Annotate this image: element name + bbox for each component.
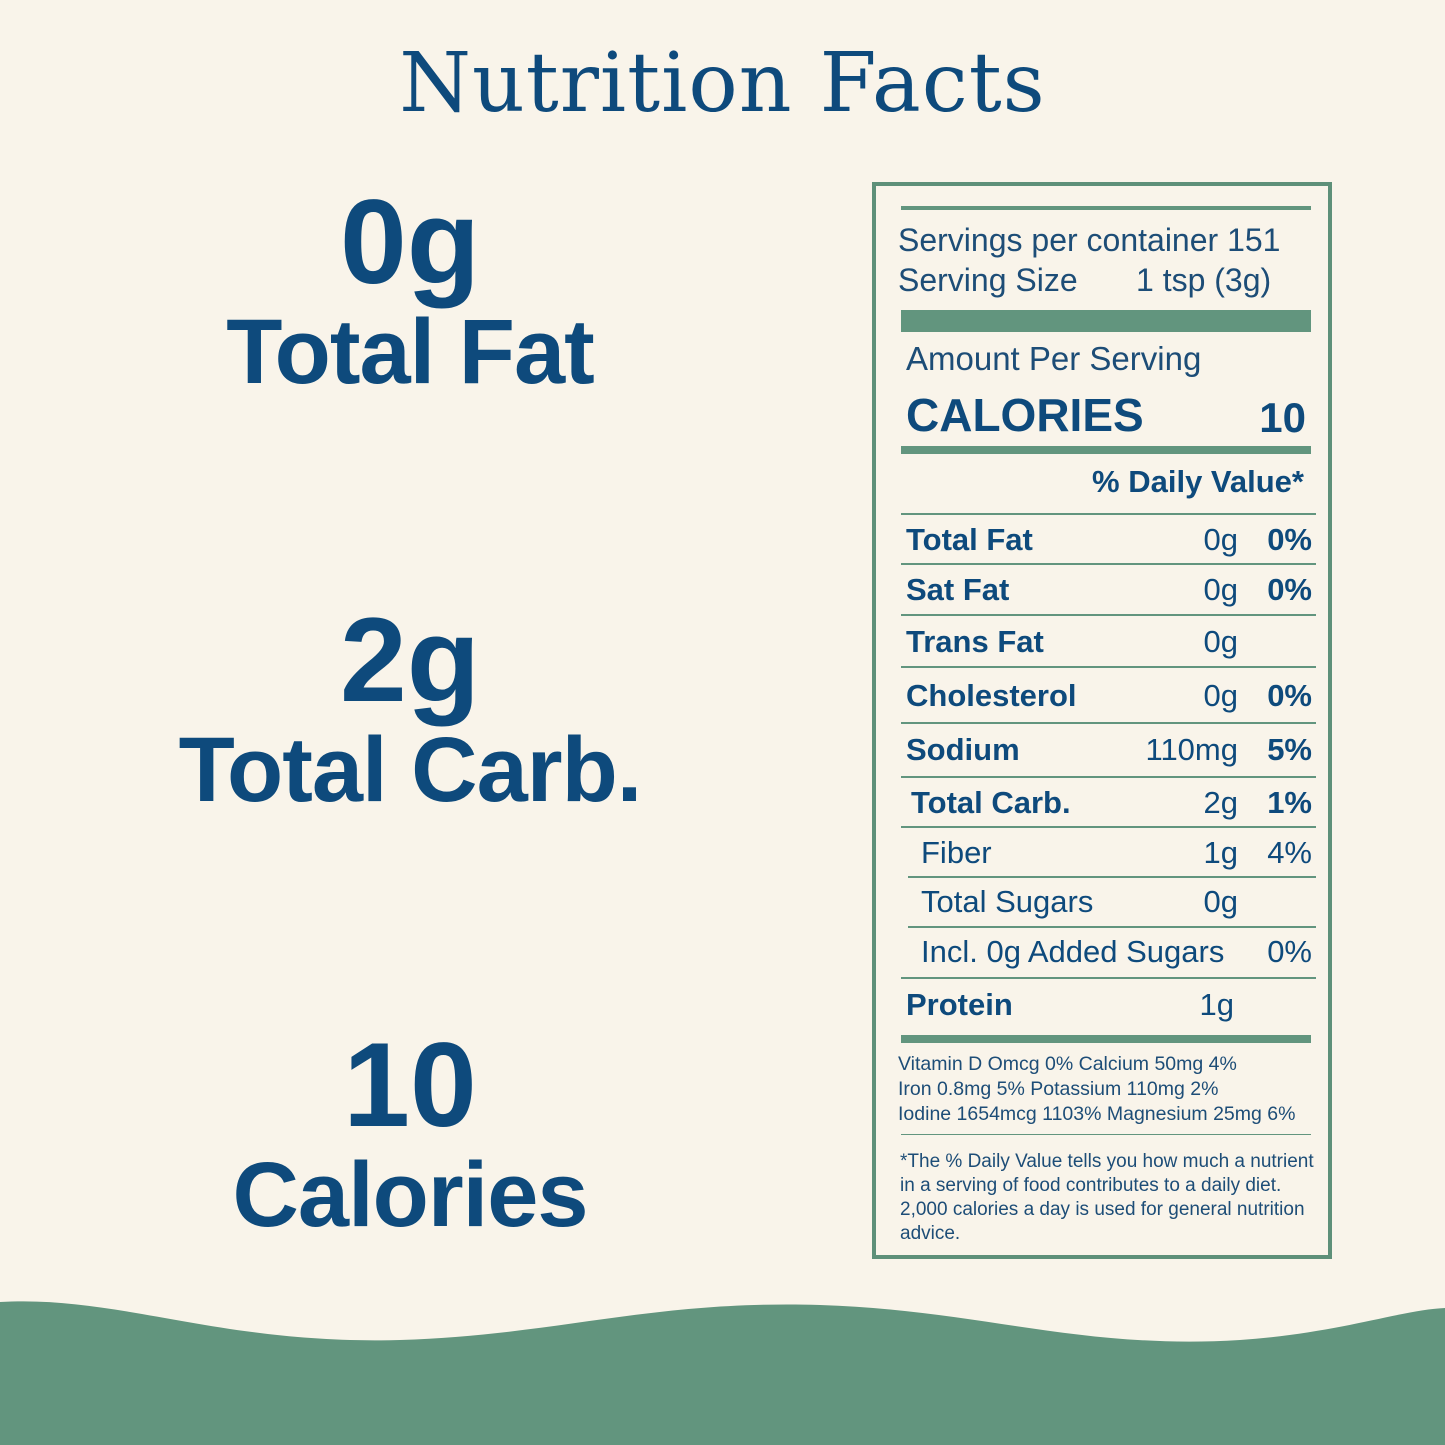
nutrient-dv: 4% — [1267, 835, 1312, 870]
highlight-calories: 10 Calories — [80, 1025, 740, 1245]
nutrient-row-cholesterol: Cholesterol 0g 0% — [901, 670, 1316, 720]
nutrient-row-protein: Protein 1g — [901, 979, 1316, 1029]
nutrient-name: Sat Fat — [906, 572, 1010, 607]
highlight-value: 10 — [343, 1018, 477, 1152]
nutrient-dv: 0% — [1267, 522, 1312, 557]
nutrient-row-total-carb: Total Carb. 2g 1% — [901, 777, 1316, 827]
nutrient-dv: 0% — [1267, 934, 1312, 969]
divider — [901, 513, 1316, 515]
highlight-total-carb: 2g Total Carb. — [80, 600, 740, 820]
divider — [901, 826, 1316, 828]
nutrient-row-sat-fat: Sat Fat 0g 0% — [901, 564, 1316, 614]
servings-per-container: Servings per container 151 — [898, 222, 1281, 258]
divider — [901, 776, 1316, 778]
nutrient-amount: 1g — [1199, 987, 1234, 1022]
divider — [901, 563, 1316, 565]
page-title: Nutrition Facts — [399, 36, 1046, 131]
nutrient-amount: 0g — [1203, 572, 1238, 607]
daily-value-header: % Daily Value* — [1092, 464, 1304, 499]
nutrient-dv: 5% — [1267, 732, 1312, 767]
nutrient-amount: 110mg — [1145, 732, 1239, 767]
decorative-wave — [0, 1301, 1445, 1445]
nutrient-name: Trans Fat — [906, 624, 1044, 659]
divider — [901, 722, 1316, 724]
vitamins-line-1: Vitamin D Omcg 0% Calcium 50mg 4% — [898, 1053, 1237, 1075]
nutrient-name: Total Fat — [906, 522, 1033, 557]
nutrient-name: Fiber — [921, 835, 992, 870]
nutrient-dv: 0% — [1267, 678, 1312, 713]
nutrient-name: Sodium — [906, 732, 1020, 767]
divider — [901, 1134, 1311, 1135]
nutrient-dv: 1% — [1267, 785, 1312, 820]
serving-size-label: Serving Size — [898, 262, 1078, 298]
nutrient-row-trans-fat: Trans Fat 0g — [901, 616, 1316, 666]
nutrient-name: Total Sugars — [921, 884, 1094, 919]
vitamins-line-2: Iron 0.8mg 5% Potassium 110mg 2% — [898, 1078, 1219, 1100]
nutrient-amount: 1g — [1203, 835, 1238, 870]
highlight-label: Total Fat — [226, 301, 595, 403]
nutrient-name: Protein — [906, 987, 1013, 1022]
amount-per-serving: Amount Per Serving — [906, 340, 1202, 377]
highlight-label: Total Carb. — [178, 719, 643, 821]
calories-value: 10 — [1259, 394, 1306, 441]
thick-divider — [901, 310, 1311, 332]
nutrition-label: Servings per container 151 Serving Size … — [872, 182, 1332, 1259]
medium-divider — [901, 446, 1311, 454]
divider — [901, 977, 1316, 979]
nutrient-row-sodium: Sodium 110mg 5% — [901, 724, 1316, 774]
highlight-label: Calories — [232, 1144, 588, 1246]
nutrient-name: Cholesterol — [906, 678, 1077, 713]
nutrient-dv: 0% — [1267, 572, 1312, 607]
daily-value-footnote: *The % Daily Value tells you how much a … — [900, 1151, 1314, 1244]
divider — [901, 666, 1316, 668]
nutrient-amount: 0g — [1203, 884, 1238, 919]
medium-divider — [901, 1035, 1311, 1043]
nutrient-name: Incl. 0g Added Sugars — [921, 934, 1225, 969]
highlight-value: 0g — [339, 175, 481, 309]
nutrient-amount: 0g — [1203, 522, 1238, 557]
vitamins-line-3: Iodine 1654mcg 1103% Magnesium 25mg 6% — [898, 1103, 1296, 1125]
nutrient-row-added-sugars: Incl. 0g Added Sugars 0% — [901, 926, 1316, 976]
divider — [908, 876, 1316, 878]
highlight-total-fat: 0g Total Fat — [80, 182, 740, 402]
divider — [901, 206, 1311, 210]
serving-size-value: 1 tsp (3g) — [1136, 262, 1272, 298]
nutrient-amount: 0g — [1203, 678, 1238, 713]
divider — [901, 614, 1316, 616]
nutrient-row-fiber: Fiber 1g 4% — [901, 827, 1316, 877]
nutrient-name: Total Carb. — [911, 785, 1071, 820]
calories-label: CALORIES — [906, 389, 1144, 441]
nutrient-amount: 0g — [1203, 624, 1238, 659]
nutrient-row-total-fat: Total Fat 0g 0% — [901, 514, 1316, 564]
divider — [908, 926, 1316, 928]
highlight-value: 2g — [339, 593, 481, 727]
nutrient-amount: 2g — [1203, 785, 1238, 820]
nutrient-row-total-sugars: Total Sugars 0g — [901, 876, 1316, 926]
